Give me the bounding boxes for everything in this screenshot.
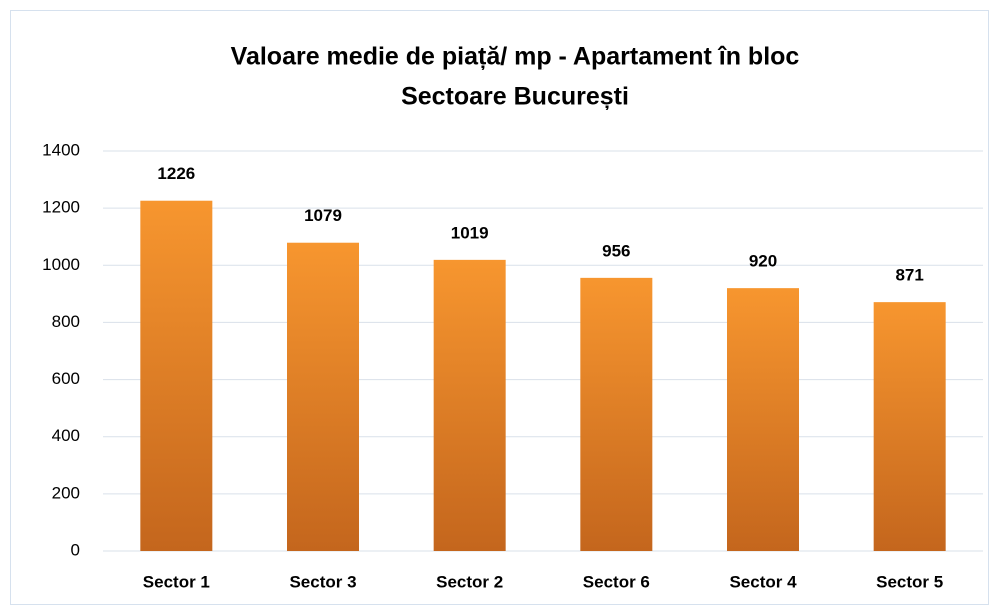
x-tick-label: Sector 6 xyxy=(583,572,650,591)
x-tick-label: Sector 2 xyxy=(436,572,503,591)
value-label: 1079 xyxy=(304,206,342,225)
bar xyxy=(140,200,213,551)
x-tick-label: Sector 1 xyxy=(143,572,210,591)
value-label: 1019 xyxy=(451,223,489,242)
bar xyxy=(287,242,359,551)
chart-title: Valoare medie de piață/ mp - Apartament … xyxy=(231,43,800,71)
y-tick-label: 800 xyxy=(52,312,80,331)
chart-subtitle: Sectoare București xyxy=(401,83,629,111)
x-tick-label: Sector 4 xyxy=(729,572,797,591)
value-label: 920 xyxy=(749,252,777,271)
value-label: 871 xyxy=(895,266,923,285)
bar xyxy=(433,259,506,551)
y-tick-label: 0 xyxy=(71,540,80,559)
y-tick-label: 200 xyxy=(52,483,80,502)
y-tick-label: 1000 xyxy=(42,255,80,274)
y-tick-label: 400 xyxy=(52,426,80,445)
x-tick-label: Sector 5 xyxy=(876,572,943,591)
y-tick-label: 600 xyxy=(52,369,80,388)
value-label: 1226 xyxy=(157,164,195,183)
bar xyxy=(727,288,799,551)
y-tick-label: 1200 xyxy=(42,198,80,217)
y-tick-label: 1400 xyxy=(42,140,80,159)
value-label: 956 xyxy=(602,241,630,260)
bar xyxy=(873,302,946,551)
x-tick-label: Sector 3 xyxy=(289,572,356,591)
bar xyxy=(580,277,653,551)
